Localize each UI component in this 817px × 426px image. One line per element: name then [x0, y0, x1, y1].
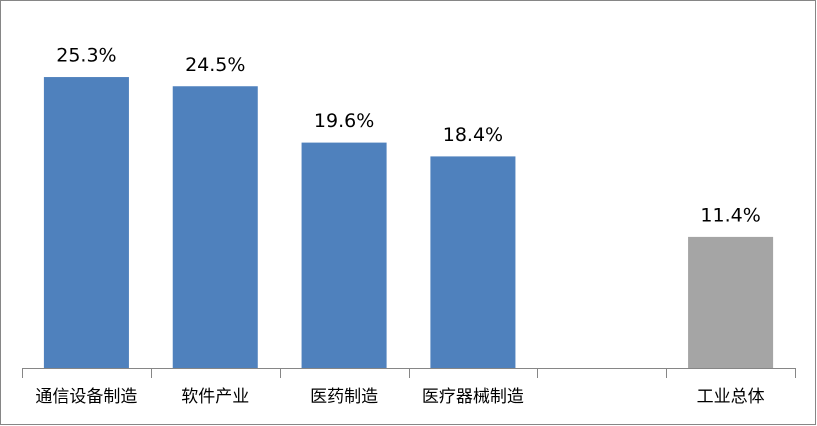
data-label: 18.4%: [443, 124, 503, 146]
x-tick-label: 医疗器械制造: [422, 387, 524, 407]
bar: [430, 156, 516, 368]
data-label: 11.4%: [700, 204, 760, 226]
x-tick-label: 软件产业: [181, 387, 249, 407]
bar: [43, 77, 129, 369]
bar: [301, 142, 387, 368]
x-tick-label: 通信设备制造: [35, 387, 137, 407]
bar: [688, 236, 774, 368]
data-label: 25.3%: [56, 45, 116, 67]
x-tick-label: 医药制造: [310, 387, 378, 407]
x-tick-label: 工业总体: [697, 387, 765, 407]
bar: [172, 86, 258, 368]
data-label: 19.6%: [314, 110, 374, 132]
data-label: 24.5%: [185, 54, 245, 76]
